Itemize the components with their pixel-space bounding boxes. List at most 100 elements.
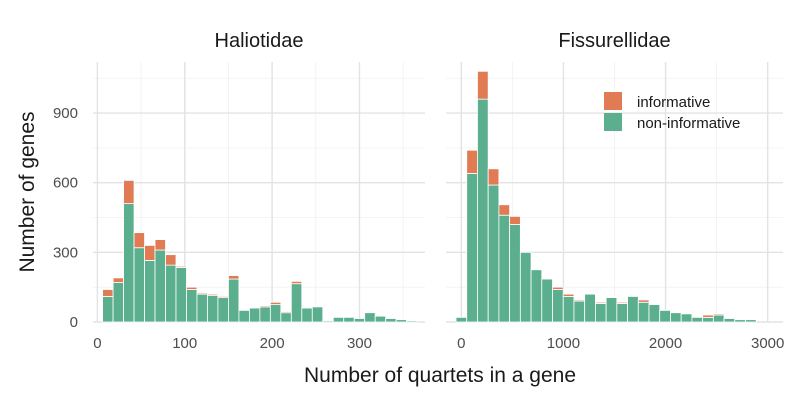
- bar-non-informative: [477, 98, 489, 323]
- bar-non-informative: [680, 313, 693, 323]
- bar-non-informative: [670, 312, 682, 323]
- bar-informative: [290, 280, 303, 285]
- bar-informative: [498, 204, 511, 216]
- bar-informative: [509, 215, 521, 225]
- bar-non-informative: [102, 296, 114, 323]
- bar-informative: [112, 277, 124, 283]
- x-tick-label: 2000: [649, 335, 682, 352]
- bar-non-informative: [616, 303, 628, 323]
- bar-non-informative: [133, 247, 145, 323]
- bar-informative: [702, 314, 714, 318]
- bar-non-informative: [466, 173, 478, 323]
- y-tick-label: 600: [53, 175, 78, 192]
- bar-non-informative: [712, 314, 725, 323]
- bar-non-informative: [659, 309, 671, 323]
- bar-non-informative: [691, 316, 704, 323]
- bar-non-informative: [332, 316, 345, 323]
- panel-haliotidae: 0 100 200 300 0 300 600 900 Haliotidae: [53, 30, 425, 352]
- y-tick-label: 0: [70, 314, 78, 331]
- x-tick-label: 1000: [547, 335, 580, 352]
- bar-non-informative: [343, 316, 355, 323]
- bar-informative: [259, 305, 271, 308]
- bar-informative: [217, 296, 229, 299]
- x-tick-label: 100: [172, 335, 197, 352]
- bar-non-informative: [217, 297, 229, 323]
- bar-non-informative: [395, 319, 408, 323]
- bar-informative: [466, 149, 478, 174]
- bar-non-informative: [248, 307, 261, 323]
- x-tick-label: 300: [347, 335, 372, 352]
- bar-non-informative: [144, 260, 156, 323]
- bar-non-informative: [259, 306, 271, 323]
- bar-non-informative: [648, 304, 661, 323]
- bar-non-informative: [734, 319, 746, 323]
- bar-non-informative: [154, 249, 166, 323]
- legend-swatch-non-informative: [604, 113, 622, 131]
- x-tick-label: 0: [457, 335, 465, 352]
- y-tick-label: 300: [53, 244, 78, 261]
- legend-label-non-informative: non-informative: [637, 115, 740, 132]
- bar-informative: [175, 265, 187, 268]
- bar-informative: [637, 299, 650, 303]
- bar-non-informative: [605, 297, 618, 323]
- bar-non-informative: [552, 289, 564, 323]
- x-tick-label: 200: [260, 335, 285, 352]
- legend-swatch-informative: [604, 92, 622, 110]
- bar-informative: [616, 301, 628, 304]
- bar-informative: [207, 293, 219, 296]
- bar-non-informative: [290, 283, 303, 323]
- bar-non-informative: [702, 316, 714, 323]
- bar-informative: [165, 254, 177, 266]
- x-axis-title: Number of quartets in a gene: [304, 364, 576, 387]
- bar-non-informative: [487, 184, 500, 323]
- bar-informative: [573, 299, 586, 302]
- panel-title: Haliotidae: [215, 30, 304, 52]
- bar-non-informative: [123, 203, 135, 323]
- bar-informative: [269, 301, 282, 305]
- bar-informative: [102, 289, 114, 297]
- bar-non-informative: [385, 318, 397, 323]
- bar-non-informative: [175, 267, 187, 323]
- bar-non-informative: [269, 304, 282, 323]
- bar-informative: [196, 292, 208, 295]
- bar-informative: [154, 239, 166, 251]
- x-tick-label: 3000: [751, 335, 784, 352]
- bar-non-informative: [353, 318, 366, 323]
- bar-non-informative: [207, 294, 219, 323]
- bar-informative: [712, 313, 725, 316]
- bar-non-informative: [627, 296, 639, 323]
- bar-non-informative: [322, 320, 334, 323]
- bar-informative: [123, 179, 135, 205]
- panel-fissurellidae: 0 1000 2000 3000 Fissurellidae: [446, 30, 784, 352]
- bar-informative: [133, 232, 145, 249]
- panel-title: Fissurellidae: [558, 30, 670, 52]
- bar-informative: [562, 293, 575, 297]
- bar-non-informative: [364, 312, 376, 323]
- y-tick-label: 900: [53, 105, 78, 122]
- bar-non-informative: [637, 301, 650, 323]
- bar-non-informative: [280, 312, 292, 323]
- bar-non-informative: [455, 316, 468, 323]
- bar-non-informative: [541, 278, 553, 323]
- bar-non-informative: [509, 224, 521, 323]
- bar-non-informative: [301, 307, 313, 323]
- bar-informative: [477, 70, 489, 100]
- bar-non-informative: [595, 303, 607, 323]
- bar-informative: [552, 286, 564, 290]
- bar-non-informative: [186, 289, 198, 323]
- bar-informative: [487, 168, 500, 186]
- y-axis-title: Number of genes: [16, 111, 39, 272]
- bar-informative: [144, 244, 156, 261]
- bar-non-informative: [238, 309, 250, 323]
- bar-non-informative: [196, 293, 208, 323]
- bar-non-informative: [311, 306, 324, 323]
- bar-non-informative: [723, 318, 736, 323]
- bar-informative: [595, 301, 607, 304]
- bar-non-informative: [498, 214, 511, 323]
- legend-label-informative: informative: [637, 94, 710, 111]
- bar-non-informative: [228, 278, 240, 323]
- x-tick-label: 0: [93, 335, 101, 352]
- bar-non-informative: [573, 300, 586, 323]
- bar-informative: [228, 275, 240, 280]
